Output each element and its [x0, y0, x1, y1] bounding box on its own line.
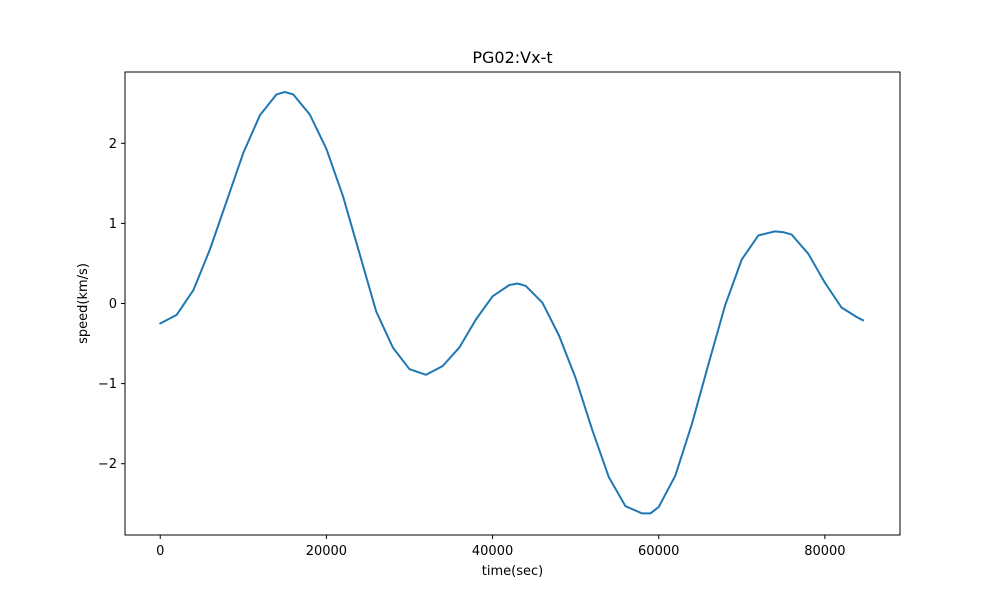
x-tick-label: 20000: [306, 544, 347, 559]
plot-frame: [124, 71, 901, 536]
y-tick-label: 1: [109, 217, 117, 232]
y-tick-label: 0: [109, 297, 117, 312]
chart-title: PG02:Vx-t: [472, 48, 552, 67]
x-tick-label: 40000: [472, 544, 513, 559]
axis-ticks: 0 20000 40000 60000 80000 −2 −1 0 1 2: [98, 137, 846, 559]
series-line: [159, 91, 865, 515]
y-axis-label: speed(km/s): [76, 263, 91, 344]
x-axis-label: time(sec): [482, 564, 543, 579]
y-tick-label: −1: [98, 377, 117, 392]
y-tick-label: 2: [109, 137, 117, 152]
x-tick-label: 60000: [638, 544, 679, 559]
y-tick-label: −2: [98, 457, 117, 472]
x-tick-label: 80000: [804, 544, 845, 559]
x-tick-label: 0: [156, 544, 164, 559]
